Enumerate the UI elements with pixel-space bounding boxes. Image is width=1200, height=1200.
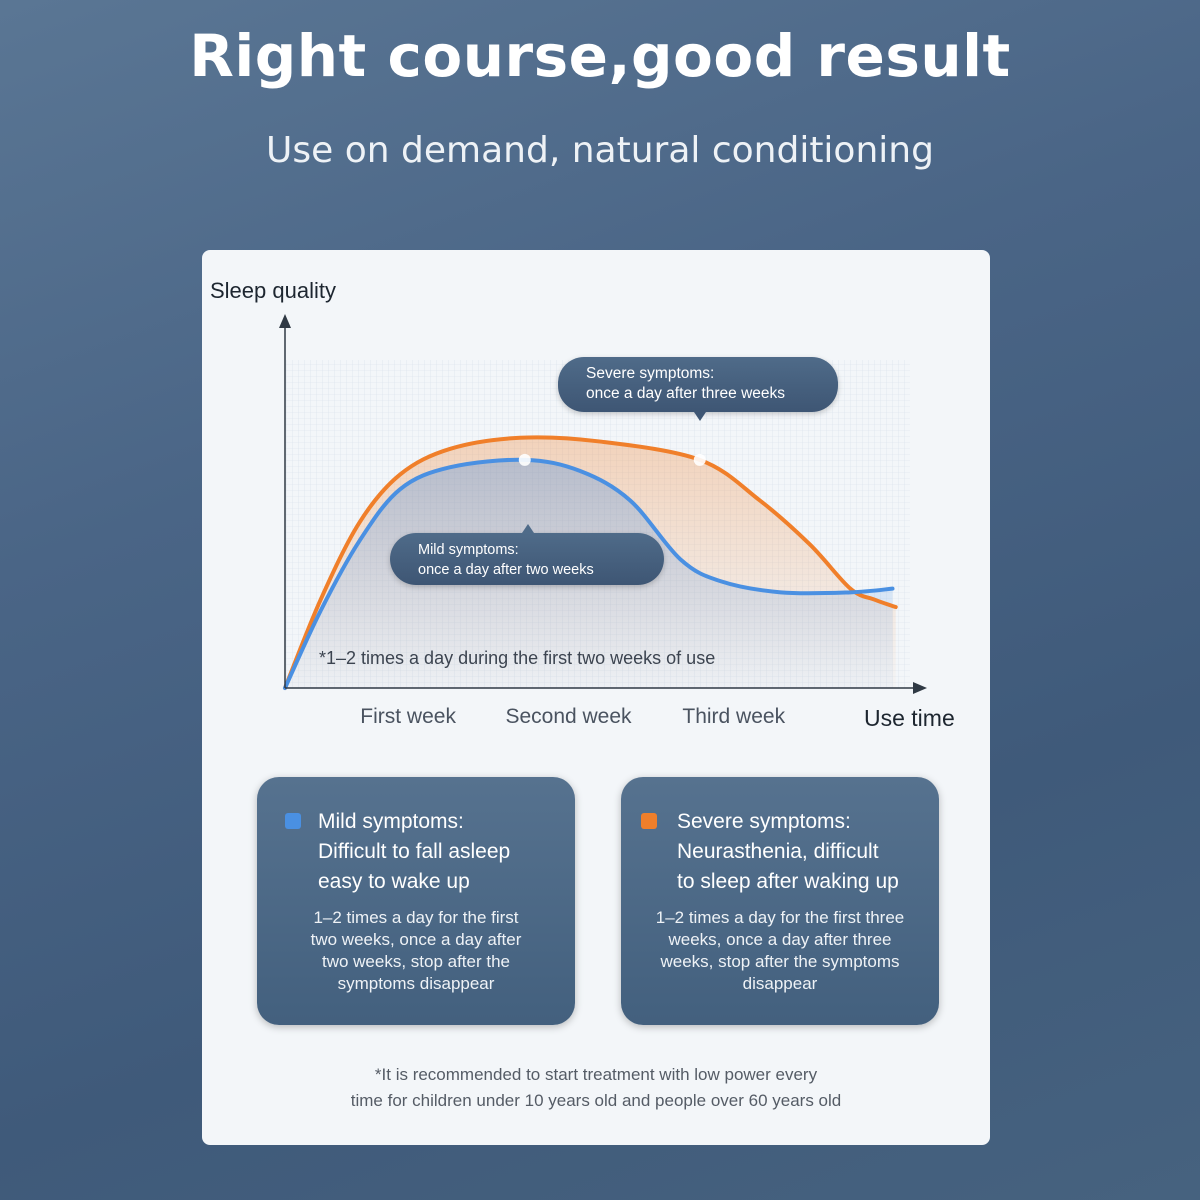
mild-card-body: two weeks, once a day after	[310, 930, 522, 949]
severe-card-body: 1–2 times a day for the first three	[655, 908, 905, 927]
severe-card-body: disappear	[742, 974, 818, 993]
x-tick-label: First week	[360, 705, 456, 728]
mild-callout-line2: once a day after two weeks	[418, 562, 594, 578]
mild-symptoms-card: Mild symptoms: Difficult to fall asleep …	[257, 777, 575, 1025]
mild-card-body: symptoms disappear	[337, 974, 495, 993]
severe-callout-line2: once a day after three weeks	[586, 385, 786, 402]
mild-card-heading: Mild symptoms:	[318, 810, 464, 833]
page-subtitle: Use on demand, natural conditioning	[266, 130, 934, 171]
severe-card-heading: Severe symptoms:	[677, 810, 851, 833]
severe-callout: Severe symptoms: once a day after three …	[558, 357, 838, 421]
page-title: Right course,good result	[189, 22, 1011, 90]
y-axis-arrow-icon	[279, 314, 291, 328]
info-panel: Sleep quality *1–2 times a day during th…	[202, 250, 990, 1145]
severe-card-body: weeks, stop after the symptoms	[660, 952, 900, 971]
footnote-line: time for children under 10 years old and…	[350, 1091, 842, 1110]
mild-card-body: two weeks, stop after the	[321, 952, 511, 971]
mild-card-line: easy to wake up	[318, 870, 470, 893]
sleep-quality-chart	[279, 314, 927, 694]
footnote: *It is recommended to start treatment wi…	[202, 1062, 990, 1114]
severe-card-line: to sleep after waking up	[677, 870, 899, 893]
series-marker-severe	[693, 453, 706, 466]
severe-card-body: weeks, once a day after three	[668, 930, 892, 949]
chart-note: *1–2 times a day during the first two we…	[319, 648, 716, 668]
severe-callout-line1: Severe symptoms:	[586, 365, 715, 382]
mild-callout: Mild symptoms: once a day after two week…	[390, 524, 664, 585]
severe-symptoms-card: Severe symptoms: Neurasthenia, difficult…	[621, 777, 939, 1025]
mild-card-body: 1–2 times a day for the first	[313, 908, 519, 927]
x-axis-label: Use time	[864, 705, 955, 731]
y-axis-label: Sleep quality	[210, 278, 336, 303]
x-tick-label: Third week	[682, 705, 786, 728]
severe-card-line: Neurasthenia, difficult	[677, 840, 879, 863]
mild-legend-swatch	[285, 813, 301, 829]
x-tick-label: Second week	[505, 705, 632, 728]
series-line-mild	[283, 457, 895, 690]
footnote-line: *It is recommended to start treatment wi…	[374, 1065, 818, 1084]
x-axis-arrow-icon	[913, 682, 927, 694]
mild-callout-line1: Mild symptoms:	[418, 542, 519, 558]
mild-card-line: Difficult to fall asleep	[318, 840, 511, 863]
series-line-severe	[283, 435, 898, 690]
severe-legend-swatch	[641, 813, 657, 829]
series-marker-mild	[518, 453, 531, 466]
